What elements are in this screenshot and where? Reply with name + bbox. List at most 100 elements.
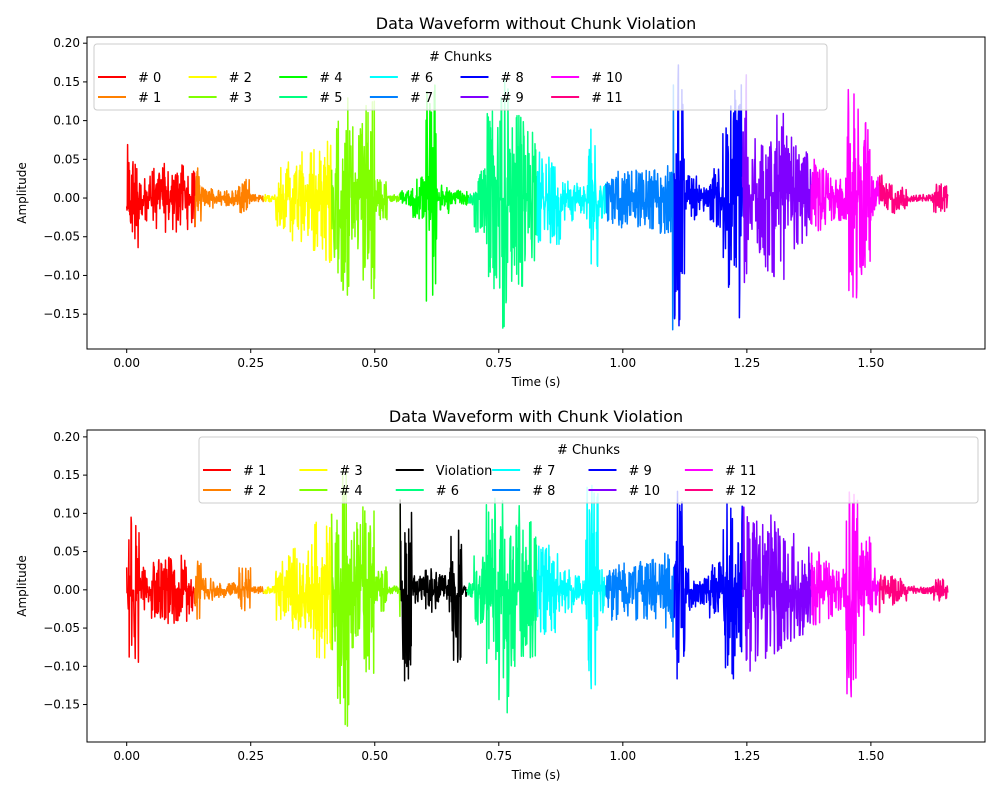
- legend-label: # 3: [229, 91, 252, 106]
- y-tick-label: −0.10: [43, 268, 80, 282]
- legend-item: # 8: [492, 484, 555, 499]
- series-line-6: [536, 128, 608, 268]
- legend-label: # 8: [501, 71, 524, 86]
- legend-label: # 0: [138, 71, 161, 86]
- legend-item: # 11: [551, 91, 623, 106]
- x-tick-label: 1.25: [733, 356, 760, 370]
- series-line-8: [673, 64, 744, 327]
- y-tick-label: 0.05: [53, 152, 80, 166]
- legend-label: # 3: [339, 464, 362, 479]
- series-line-10: [810, 88, 881, 299]
- y-tick-label: 0.20: [53, 36, 80, 50]
- series-line-7: [605, 84, 676, 331]
- legend-label: # 6: [410, 71, 433, 86]
- legend-title: # Chunks: [429, 50, 492, 65]
- series-line-1: [194, 167, 265, 227]
- series-line-10: [741, 506, 813, 672]
- legend-label: # 9: [629, 464, 652, 479]
- x-tick-label: 0.75: [485, 356, 512, 370]
- legend-label: # 1: [243, 464, 266, 479]
- legend-label: # 11: [591, 91, 623, 106]
- x-axis-label: Time (s): [511, 768, 561, 782]
- x-tick-label: 0.25: [237, 356, 264, 370]
- legend-item: # 6: [395, 484, 459, 499]
- legend-label: # 4: [319, 71, 342, 86]
- legend-item: # 0: [98, 71, 161, 86]
- legend-label: # 9: [501, 91, 524, 106]
- series-line-12: [878, 574, 949, 613]
- legend-item: # 1: [203, 464, 266, 479]
- legend-item: # 1: [98, 91, 161, 106]
- legend-item: # 11: [684, 464, 757, 479]
- legend-item: # 8: [460, 71, 524, 86]
- legend-item: # 12: [684, 484, 757, 499]
- y-tick-label: 0.20: [53, 430, 80, 444]
- series-line-7: [536, 484, 608, 690]
- legend-item: # 9: [588, 464, 652, 479]
- legend: # Chunks # 0 # 1 # 2 # 3 # 4 # 5 # 6 # 7 # 8 # 9 # …: [93, 43, 828, 111]
- series-line-2: [262, 140, 334, 264]
- series-line-9: [673, 490, 744, 680]
- y-tick-label: −0.15: [43, 698, 80, 712]
- y-tick-label: 0.15: [53, 75, 80, 89]
- legend-item: # 2: [203, 484, 266, 499]
- series-line-6: [466, 497, 539, 714]
- x-tick-label: 0.75: [485, 749, 512, 763]
- legend-label: # 4: [339, 484, 362, 499]
- legend-label: # 12: [725, 484, 757, 499]
- y-tick-label: 0.05: [53, 545, 80, 559]
- series-line-8: [605, 552, 676, 638]
- legend-label: # 5: [319, 91, 342, 106]
- x-axis-label: Time (s): [511, 375, 561, 389]
- y-tick-label: 0.10: [53, 506, 80, 520]
- legend-item: # 3: [188, 91, 252, 106]
- series-line-5: [467, 78, 539, 329]
- series-line-0: [125, 143, 197, 249]
- legend-label: # 2: [229, 71, 252, 86]
- legend-item: # 6: [369, 71, 433, 86]
- legend-label: # 2: [243, 484, 266, 499]
- x-tick-label: 1.00: [609, 749, 636, 763]
- x-tick-label: 0.25: [237, 749, 264, 763]
- legend-item: # 7: [492, 464, 555, 479]
- x-tick-label: 0.00: [113, 356, 140, 370]
- x-tick-label: 0.50: [361, 749, 388, 763]
- y-axis-label: Amplitude: [15, 162, 29, 224]
- series-line-9: [741, 74, 813, 284]
- series-line-4: [399, 84, 471, 302]
- waveform: [125, 468, 949, 727]
- series-line-violation: [399, 499, 469, 682]
- x-tick-label: 0.00: [113, 749, 140, 763]
- series-line-2: [194, 560, 265, 620]
- legend-item: # 10: [551, 71, 623, 86]
- x-tick-label: 1.25: [733, 749, 760, 763]
- legend-label: # 8: [532, 484, 555, 499]
- legend-item: # 2: [188, 71, 252, 86]
- series-line-11: [810, 491, 881, 698]
- series-line-11: [878, 174, 949, 215]
- y-tick-label: −0.05: [43, 621, 80, 635]
- y-tick-label: −0.05: [43, 230, 80, 244]
- y-tick-label: 0.00: [53, 583, 80, 597]
- y-tick-label: −0.10: [43, 659, 80, 673]
- y-tick-label: −0.15: [43, 307, 80, 321]
- subplot-1: 0.00 0.25 0.50 0.75 1.00 1.25 1.50 −0.15 −0.10 −0…: [15, 14, 986, 389]
- x-tick-label: 1.50: [858, 356, 885, 370]
- legend-label: Violation: [436, 464, 493, 479]
- series-line-3: [262, 513, 334, 659]
- legend-label: # 1: [138, 91, 161, 106]
- legend-label: # 11: [725, 464, 757, 479]
- legend-item: # 9: [460, 91, 524, 106]
- legend-item: # 5: [279, 91, 343, 106]
- x-tick-label: 0.50: [361, 356, 388, 370]
- legend-item: # 7: [369, 91, 433, 106]
- legend: # Chunks # 1 # 2 # 3 # 4 Violation # 6 # 7 # 8 # …: [198, 436, 979, 504]
- series-line-1: [125, 516, 197, 663]
- legend-item: # 3: [299, 464, 363, 479]
- legend-label: # 6: [436, 484, 459, 499]
- legend-title: # Chunks: [557, 443, 620, 458]
- legend-label: # 10: [629, 484, 661, 499]
- legend-item: Violation: [395, 464, 493, 479]
- y-tick-label: 0.00: [53, 191, 80, 205]
